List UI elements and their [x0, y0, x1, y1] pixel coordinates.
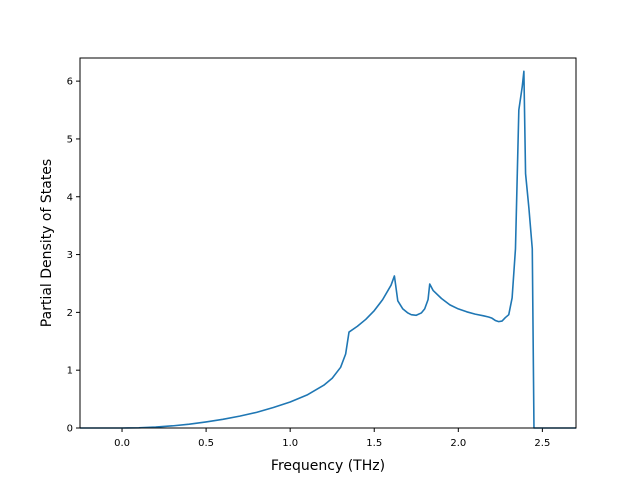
y-axis-ticks: 0 1 2 3 4 5 6	[67, 77, 80, 435]
pdos-series-line	[80, 70, 576, 429]
y-tick-label: 2	[67, 308, 73, 319]
x-axis-label: Frequency (THz)	[271, 458, 385, 474]
x-tick-label: 1.0	[282, 438, 298, 449]
y-tick-label: 3	[67, 250, 73, 261]
y-tick-label: 1	[67, 366, 73, 377]
y-tick-label: 4	[67, 192, 73, 203]
x-tick-label: 2.5	[534, 438, 550, 449]
plot-frame	[79, 57, 577, 429]
y-axis-label: Partial Density of States	[39, 159, 55, 327]
x-axis-ticks: 0.0 0.5 1.0 1.5 2.0 2.5	[114, 428, 550, 449]
y-tick-label: 5	[67, 134, 73, 145]
y-tick-label: 0	[67, 424, 73, 435]
x-tick-label: 0.5	[198, 438, 214, 449]
x-tick-label: 1.5	[366, 438, 382, 449]
x-tick-label: 0.0	[114, 438, 130, 449]
y-tick-label: 6	[67, 77, 73, 88]
plot-area	[80, 58, 576, 428]
series-layer	[80, 70, 576, 429]
x-tick-label: 2.0	[450, 438, 466, 449]
